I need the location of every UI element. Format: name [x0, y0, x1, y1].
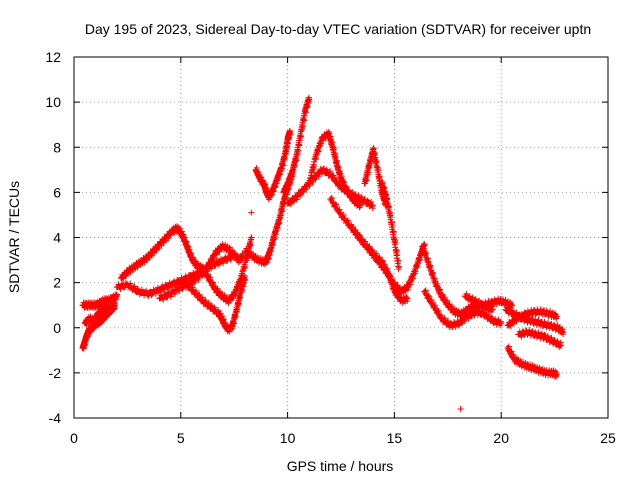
data-point [408, 274, 415, 281]
data-point [248, 234, 255, 241]
y-tick-label: 8 [53, 139, 61, 155]
y-tick-label: 4 [53, 230, 61, 246]
x-tick-label: 20 [493, 430, 509, 446]
data-point [457, 405, 464, 412]
data-point [308, 169, 315, 176]
chart-title: Day 195 of 2023, Sidereal Day-to-day VTE… [85, 21, 591, 37]
x-tick-label: 0 [70, 430, 78, 446]
x-tick-label: 10 [280, 430, 296, 446]
data-point [357, 202, 364, 209]
x-axis-label: GPS time / hours [287, 458, 394, 474]
data-point [308, 174, 315, 181]
y-tick-label: -2 [49, 365, 62, 381]
data-point [307, 172, 314, 179]
data-point [286, 128, 293, 135]
data-point [107, 304, 114, 311]
data-point [409, 273, 416, 280]
data-point [406, 278, 413, 285]
y-tick-label: 6 [53, 184, 61, 200]
data-point [395, 258, 402, 265]
y-tick-label: 12 [45, 49, 61, 65]
x-tick-labels: 0 5 10 15 20 25 [70, 430, 616, 446]
y-tick-label: 0 [53, 320, 61, 336]
data-point [338, 175, 344, 182]
x-tick-label: 5 [177, 430, 185, 446]
data-point [404, 282, 411, 289]
plot-frame [73, 56, 609, 419]
data-point [305, 94, 312, 101]
y-tick-label: 10 [45, 94, 61, 110]
data-point [248, 209, 255, 216]
y-tick-labels: -4 -2 0 2 4 6 8 10 12 [45, 49, 61, 426]
y-tick-label: 2 [53, 275, 61, 291]
x-tick-label: 25 [600, 430, 616, 446]
data-points [79, 94, 567, 412]
y-tick-label: -4 [49, 410, 62, 426]
data-point [113, 293, 120, 300]
y-axis-label: SDTVAR / TECUs [6, 181, 22, 293]
data-point [339, 179, 346, 186]
data-point [370, 202, 377, 209]
x-tick-label: 15 [387, 430, 403, 446]
